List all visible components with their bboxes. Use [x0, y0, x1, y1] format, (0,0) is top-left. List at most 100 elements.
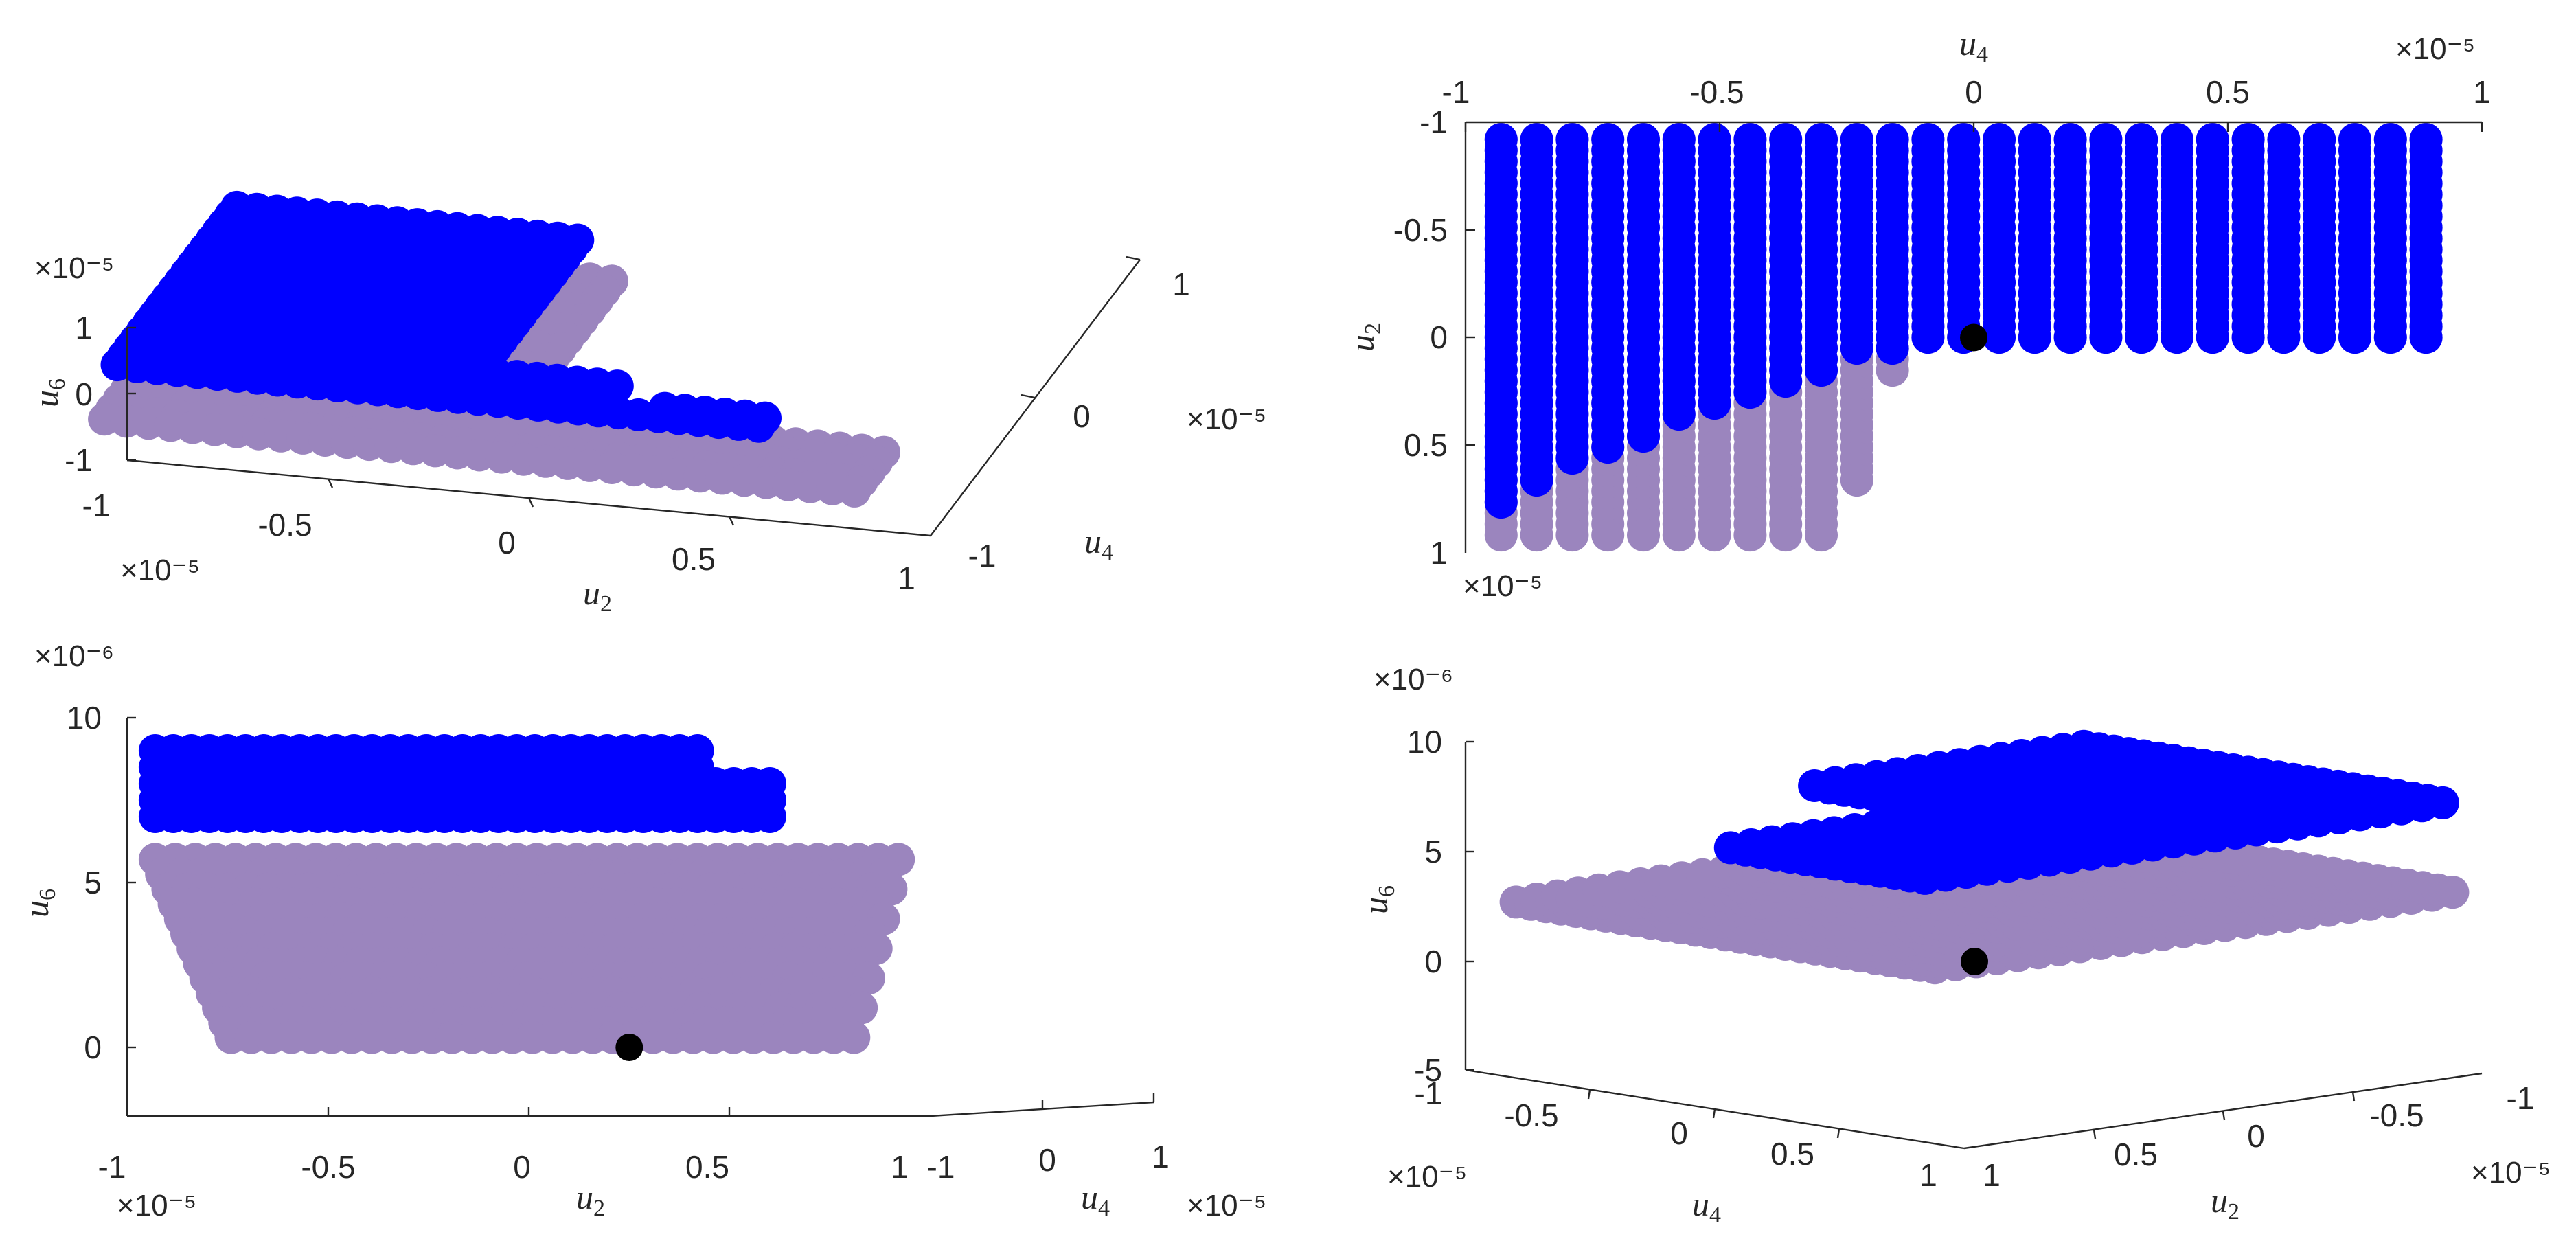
panel-3-x-tick: 1 — [891, 1149, 909, 1185]
panel-1-z-exponent: ×10⁻⁵ — [34, 251, 114, 285]
panel-2-point-upper — [2409, 321, 2443, 354]
panel-4-z-label: u6 — [1356, 885, 1400, 914]
panel-1-y-exponent: ×10⁻⁵ — [1187, 402, 1266, 436]
panel-4-y-tick: 0.5 — [2114, 1137, 2158, 1172]
panel-1-z-tick: 1 — [75, 310, 93, 345]
panel-2-point-upper — [1840, 332, 1873, 365]
panel-3-z-label: u6 — [17, 889, 60, 918]
panel-4-z-tick: 10 — [1407, 724, 1442, 760]
panel-1: ×10⁻⁵ 1 0 -1 u6 -1 -0.5 0 0.5 1 ×10⁻⁵ u2… — [27, 190, 1266, 617]
panel-3-x-tick: -1 — [98, 1149, 126, 1185]
panel-2-equilibrium — [1960, 323, 1987, 352]
panel-2-point-lower — [1805, 519, 1838, 552]
panel-3-equilibrium-point — [615, 1034, 643, 1061]
panel-2-point-upper — [2196, 321, 2229, 354]
panel-4-x-tick: 0 — [1670, 1115, 1688, 1151]
panel-2-x-tick: 0.5 — [2206, 74, 2250, 110]
panel-2-point-lower — [1662, 519, 1696, 552]
panel-2-point-lower — [1484, 519, 1518, 552]
panel-2-point-upper — [1911, 321, 1945, 354]
panel-1-x-tick: 0.5 — [672, 541, 716, 577]
panel-2-y-exponent: ×10⁻⁵ — [1463, 569, 1542, 603]
panel-4-x-exponent: ×10⁻⁵ — [1387, 1160, 1467, 1194]
panel-4-equilibrium-point — [1961, 948, 1988, 975]
panel-1-y-tick: 0 — [1073, 398, 1091, 434]
panel-2-point-upper — [2053, 321, 2087, 354]
panel-3-x-tick: -0.5 — [301, 1149, 355, 1185]
panel-3-equilibrium — [615, 1034, 643, 1061]
panel-2-x-label: u4 — [1959, 24, 1988, 67]
panel-3-z-exponent: ×10⁻⁶ — [34, 639, 114, 673]
panel-3-y-exponent: ×10⁻⁵ — [1187, 1189, 1266, 1222]
panel-4-y-tick: -0.5 — [2369, 1097, 2424, 1133]
panel-2-point-lower — [1840, 464, 1873, 497]
panel-2-point-upper — [1876, 332, 1909, 365]
panel-2-point-lower — [1520, 519, 1553, 552]
panel-1-x-tick: -0.5 — [258, 507, 312, 543]
panel-2-x-tick: 1 — [2473, 74, 2491, 110]
panel-1-x-tick: 0 — [498, 525, 516, 560]
panel-1-z-label: u6 — [27, 378, 70, 407]
panel-2-point-lower — [1769, 519, 1803, 552]
panel-4-z-exponent: ×10⁻⁶ — [1374, 663, 1453, 696]
panel-2-point-upper — [1520, 464, 1553, 497]
panel-4-x-tick: -0.5 — [1504, 1097, 1558, 1133]
panel-1-y-tick: -1 — [968, 538, 996, 573]
panel-2-point-upper — [2125, 321, 2158, 354]
panel-2-y-tick: 1 — [1430, 535, 1448, 571]
panel-2-point-upper — [1733, 376, 1767, 409]
panel-2-point-upper — [2089, 321, 2123, 354]
panel-2-point-upper — [2231, 321, 2265, 354]
panel-3-z-tick: 0 — [84, 1029, 102, 1065]
panel-1-z-tick: 0 — [75, 376, 93, 412]
panel-2-point-upper — [1591, 431, 1625, 464]
panel-3-z-tick: 10 — [67, 700, 102, 736]
panel-2-point-upper — [1662, 398, 1696, 431]
panel-1-y-axis — [930, 259, 1141, 536]
panel-2-point-lower — [1627, 519, 1660, 552]
panel-2-point-upper — [2267, 321, 2301, 354]
panel-3-lower-band — [138, 843, 915, 1054]
panel-2-point-upper — [1698, 387, 1731, 420]
panel-3-y-tick: 1 — [1152, 1139, 1170, 1174]
panel-2-point-upper — [1484, 486, 1518, 519]
panel-3-x-tick: 0.5 — [685, 1149, 729, 1185]
panel-1-x-tick: 1 — [898, 560, 915, 596]
panel-2-point-upper — [2338, 321, 2371, 354]
panel-4-y-label: u2 — [2211, 1181, 2239, 1225]
panel-2-equilibrium-point — [1960, 323, 1987, 352]
panel-3-y-label: u4 — [1081, 1178, 1110, 1221]
panel-4-point-upper — [2426, 786, 2459, 819]
panel-2-point-upper — [2161, 321, 2193, 354]
panel-2-point-upper — [2303, 321, 2336, 354]
panel-2-x-exponent: ×10⁻⁵ — [2395, 32, 2475, 66]
panel-2-x-tick: 0 — [1965, 74, 1983, 110]
panel-3-x-label: u2 — [576, 1178, 605, 1221]
panel-2-point-upper — [1805, 354, 1838, 387]
panel-2-y-tick: -1 — [1420, 104, 1448, 140]
panel-3-z-tick: 5 — [84, 865, 102, 900]
panel-1-z-tick: -1 — [65, 442, 93, 478]
panel-3-point-upper — [753, 800, 786, 833]
panel-1-upper-band — [100, 190, 782, 443]
panel-1-y-label: u4 — [1084, 522, 1113, 565]
panel-3-y-tick: 0 — [1038, 1142, 1056, 1178]
panel-2-point-upper — [1627, 420, 1660, 453]
panel-1-y-tick: 1 — [1172, 266, 1190, 302]
panel-2-x-tick: -0.5 — [1689, 74, 1744, 110]
panel-4-z-tick: 0 — [1424, 944, 1442, 979]
panel-2-point-upper — [1769, 365, 1803, 398]
panel-3-point-lower — [837, 1021, 871, 1054]
panel-1-point-lower — [838, 474, 871, 508]
panel-4-y-tick: 0 — [2247, 1118, 2265, 1154]
panel-2-point-lower — [1555, 519, 1589, 552]
panel-4-x-tick: -1 — [1415, 1075, 1443, 1111]
panel-2-point-upper — [2018, 321, 2051, 354]
panel-3-x-exponent: ×10⁻⁵ — [117, 1189, 196, 1222]
panel-2-point-lower — [1733, 519, 1767, 552]
panel-1-x-exponent: ×10⁻⁵ — [120, 554, 200, 587]
panel-2-upper-band — [1484, 123, 2443, 519]
panel-3-x-tick: 0 — [513, 1149, 531, 1185]
panel-2-point-upper — [1555, 442, 1589, 475]
